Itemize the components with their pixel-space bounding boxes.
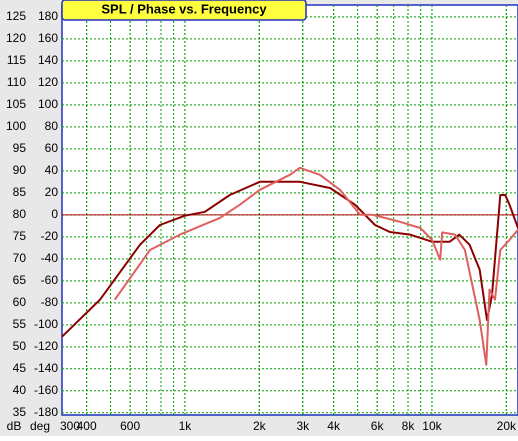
y-tick-label: 70 xyxy=(13,251,27,265)
y-tick-label: 100 xyxy=(6,119,26,133)
x-tick-label: 8k xyxy=(402,419,416,433)
title-box xyxy=(61,0,307,21)
grid xyxy=(62,5,518,415)
y2-tick-label: -180 xyxy=(34,405,58,419)
y2-tick-label: 120 xyxy=(38,75,58,89)
y-tick-label: 35 xyxy=(13,405,27,419)
y2-axis-label: deg xyxy=(30,419,50,433)
y2-tick-label: 0 xyxy=(51,207,58,221)
y-tick-label: 85 xyxy=(13,185,27,199)
x-tick-label: 600 xyxy=(120,419,140,433)
y-tick-label: 115 xyxy=(7,53,26,67)
y-tick-label: 55 xyxy=(13,317,27,331)
y2-tick-label: -100 xyxy=(34,317,58,331)
y-tick-label: 80 xyxy=(13,207,27,221)
y-tick-label: 90 xyxy=(13,163,27,177)
y2-tick-label: -80 xyxy=(41,295,59,309)
y2-tick-label: 160 xyxy=(38,31,58,45)
y2-tick-label: 100 xyxy=(38,97,58,111)
x-tick-label: 300 xyxy=(60,419,80,433)
y-axis-label: dB xyxy=(7,419,22,433)
chart-title: SPL / Phase vs. Frequency xyxy=(101,1,267,16)
curves xyxy=(61,166,518,366)
x-tick-label: 10k xyxy=(422,419,442,433)
y2-tick-label: 60 xyxy=(45,141,59,155)
y-tick-label: 125 xyxy=(6,9,26,23)
y2-tick-label: -40 xyxy=(41,251,59,265)
y2-tick-label: -120 xyxy=(34,339,58,353)
x-tick-label: 3k xyxy=(296,419,310,433)
y-tick-label: 50 xyxy=(13,339,27,353)
x-tick-label: 2k xyxy=(253,419,267,433)
y2-tick-label: -160 xyxy=(34,383,58,397)
y-tick-label: 60 xyxy=(13,295,27,309)
series-line xyxy=(113,166,518,366)
x-tick-label: 20k xyxy=(497,419,517,433)
y-tick-label: 45 xyxy=(13,361,27,375)
y-tick-label: 120 xyxy=(6,31,26,45)
y-tick-label: 105 xyxy=(6,97,26,111)
y-tick-label: 40 xyxy=(13,383,27,397)
x-tick-label: 6k xyxy=(371,419,385,433)
y2-tick-label: 20 xyxy=(45,185,59,199)
y-tick-label: 75 xyxy=(13,229,27,243)
y2-tick-label: -140 xyxy=(34,361,58,375)
y2-tick-label: 180 xyxy=(38,9,58,23)
y-tick-label: 110 xyxy=(7,75,26,89)
y2-tick-label: 140 xyxy=(38,53,58,67)
x-tick-label: 4k xyxy=(327,419,341,433)
x-tick-label: 1k xyxy=(179,419,193,433)
y2-tick-label: 40 xyxy=(45,163,59,177)
x-tick-label: 400 xyxy=(77,419,97,433)
y-tick-label: 95 xyxy=(13,141,27,155)
y-tick-label: 65 xyxy=(13,273,27,287)
y2-tick-label: -60 xyxy=(41,273,59,287)
y2-tick-label: 80 xyxy=(45,119,59,133)
y2-tick-label: -20 xyxy=(41,229,59,243)
